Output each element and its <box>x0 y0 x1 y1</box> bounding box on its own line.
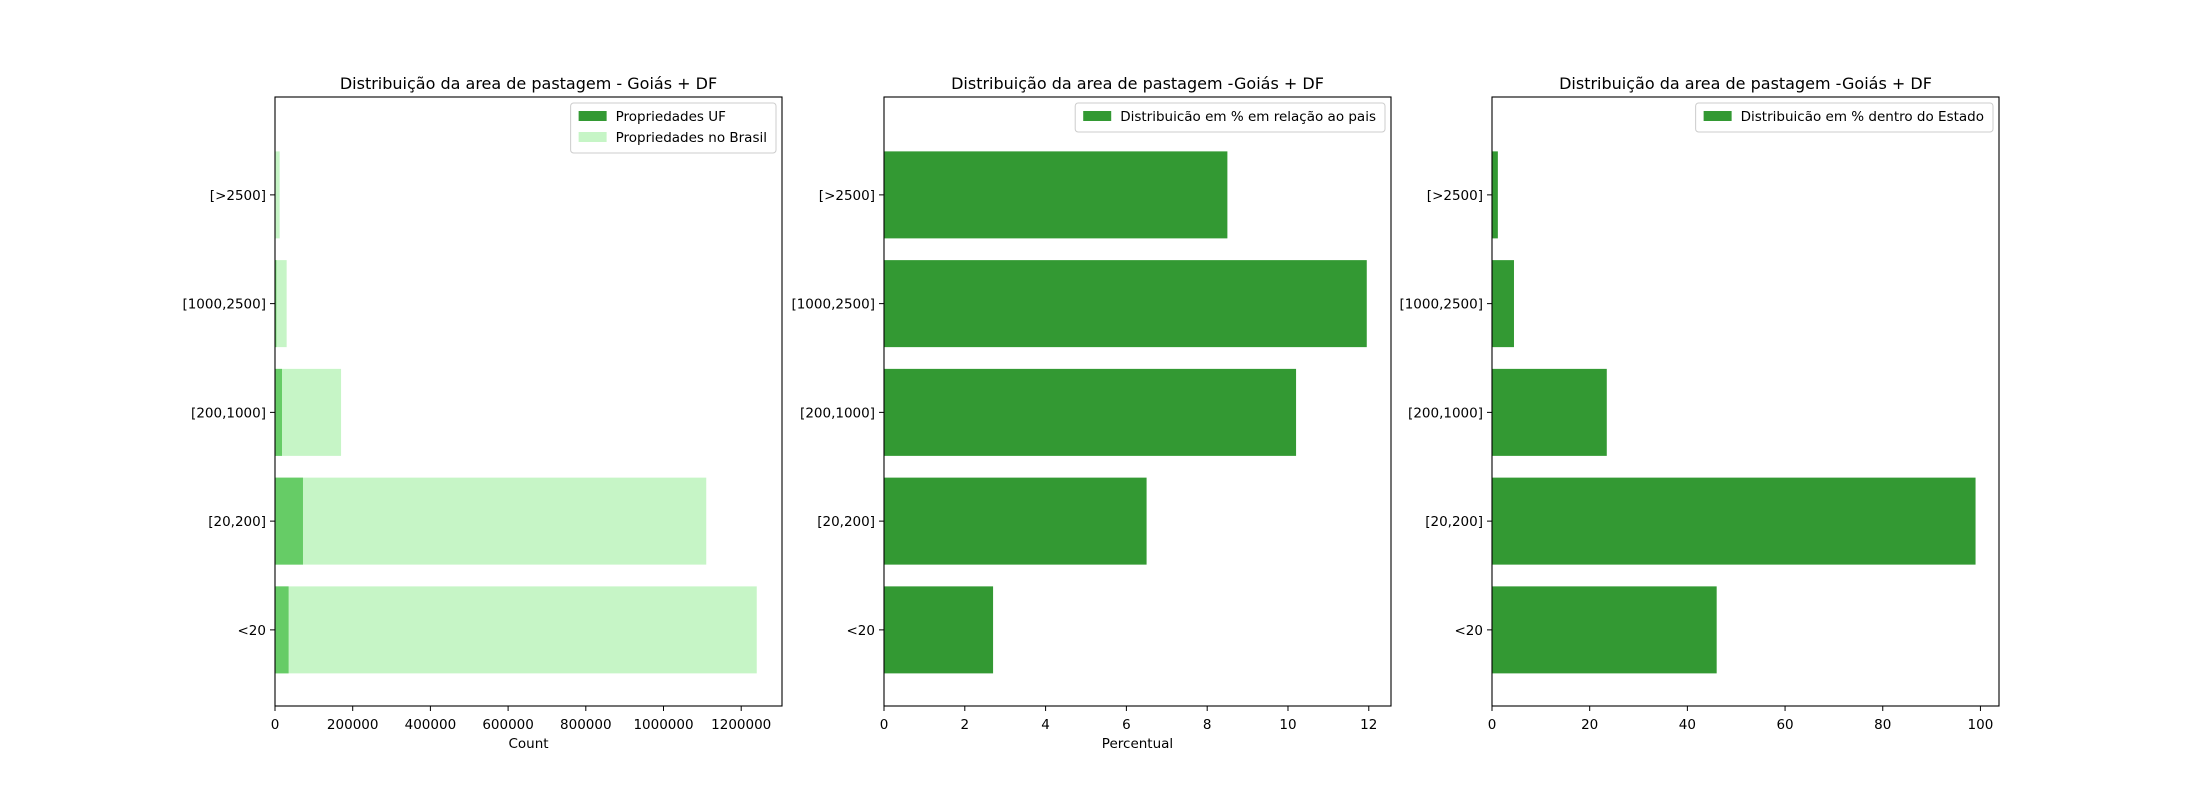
legend-swatch <box>578 132 607 142</box>
x-tick-label: 40 <box>1679 717 1696 733</box>
bar-1-[>2500] <box>884 151 1228 239</box>
x-tick-label: 800000 <box>560 717 612 733</box>
legend-label: Distribuicão em % em relação ao pais <box>1120 109 1376 125</box>
bar-1-[200,1000] <box>884 368 1297 456</box>
chart-title: Distribuição da area de pastagem -Goiás … <box>1559 74 1932 93</box>
y-tick-label: [20,200] <box>817 514 875 530</box>
axes-frame <box>1491 96 2000 707</box>
bar-2-<20 <box>275 586 289 674</box>
y-tick-label: [20,200] <box>1425 514 1483 530</box>
y-tick-label: [>2500] <box>210 188 266 204</box>
y-tick-label: <20 <box>238 623 267 639</box>
bar-1-[1000,2500] <box>1492 260 1514 348</box>
bar-1-[200,1000] <box>275 368 342 456</box>
y-tick-label: [200,1000] <box>800 405 875 421</box>
legend-label: Propriedades UF <box>616 109 726 125</box>
chart-title: Distribuição da area de pastagem -Goiás … <box>951 74 1324 93</box>
y-tick-label: [200,1000] <box>1408 405 1483 421</box>
x-tick-label: 1000000 <box>633 717 693 733</box>
x-tick-label: 20 <box>1581 717 1598 733</box>
y-tick-label: [200,1000] <box>191 405 266 421</box>
x-tick-label: 4 <box>1041 717 1050 733</box>
x-tick-label: 10 <box>1279 717 1296 733</box>
chart-3: 0 20 40 60 80 100 <20 [20,200] [200,1000] [1000,2… <box>1399 74 2000 733</box>
bar-1-<20 <box>884 586 994 674</box>
y-tick-label: [1000,2500] <box>182 297 266 313</box>
legend-frame <box>570 102 777 154</box>
legend: Propriedades UF Propriedades no Brasil <box>570 102 777 154</box>
bar-2-[200,1000] <box>275 368 282 456</box>
bar-1-<20 <box>275 586 757 674</box>
y-tick-label: [20,200] <box>208 514 266 530</box>
legend-label: Distribuicão em % dentro do Estado <box>1741 109 1984 125</box>
x-tick-label: 80 <box>1874 717 1891 733</box>
legend-frame <box>1074 102 1386 133</box>
x-tick-label: 2 <box>960 717 969 733</box>
bar-1-[>2500] <box>1492 151 1498 239</box>
y-tick-label: [1000,2500] <box>791 297 875 313</box>
legend-swatch <box>1083 111 1112 121</box>
x-tick-label: 600000 <box>482 717 534 733</box>
bar-2-[20,200] <box>275 477 303 565</box>
x-axis-label: Percentual <box>1102 736 1173 752</box>
chart-title: Distribuição da area de pastagem - Goiás… <box>340 74 717 93</box>
y-tick-label: <20 <box>1455 623 1484 639</box>
bar-1-[20,200] <box>275 477 707 565</box>
y-tick-label: [>2500] <box>819 188 875 204</box>
y-tick-label: <20 <box>847 623 876 639</box>
legend-swatch <box>1703 111 1732 121</box>
legend-label: Propriedades no Brasil <box>616 130 767 146</box>
legend-swatch <box>578 111 607 121</box>
legend: Distribuicão em % em relação ao pais <box>1074 102 1386 133</box>
x-tick-label: 12 <box>1360 717 1377 733</box>
axes-frame <box>274 96 783 707</box>
x-tick-label: 200000 <box>327 717 379 733</box>
bar-1-[1000,2500] <box>275 260 287 348</box>
bar-1-[200,1000] <box>1492 368 1607 456</box>
chart-1: 0 200000 400000 600000 800000 1000000 1200000 <… <box>182 74 783 752</box>
x-tick-label: 0 <box>880 717 889 733</box>
bar-1-[20,200] <box>884 477 1147 565</box>
bar-1-[>2500] <box>275 151 280 239</box>
y-tick-label: [>2500] <box>1427 188 1483 204</box>
x-axis-label: Count <box>508 736 548 752</box>
legend: Distribuicão em % dentro do Estado <box>1695 102 1994 133</box>
x-tick-label: 8 <box>1203 717 1212 733</box>
x-tick-label: 400000 <box>405 717 457 733</box>
legend-frame <box>1695 102 1994 133</box>
x-tick-label: 6 <box>1122 717 1131 733</box>
x-tick-label: 100 <box>1968 717 1994 733</box>
bar-1-[1000,2500] <box>884 260 1367 348</box>
x-tick-label: 1200000 <box>711 717 771 733</box>
bar-2-[1000,2500] <box>275 260 277 348</box>
x-tick-label: 0 <box>1488 717 1497 733</box>
bar-1-[20,200] <box>1492 477 1976 565</box>
axes-frame <box>883 96 1392 707</box>
x-tick-label: 0 <box>271 717 280 733</box>
bar-1-<20 <box>1492 586 1717 674</box>
x-tick-label: 60 <box>1776 717 1793 733</box>
y-tick-label: [1000,2500] <box>1399 297 1483 313</box>
chart-2: 0 2 4 6 8 10 12 <20 [20,200] [200,1000] [1000,2500… <box>791 74 1392 752</box>
